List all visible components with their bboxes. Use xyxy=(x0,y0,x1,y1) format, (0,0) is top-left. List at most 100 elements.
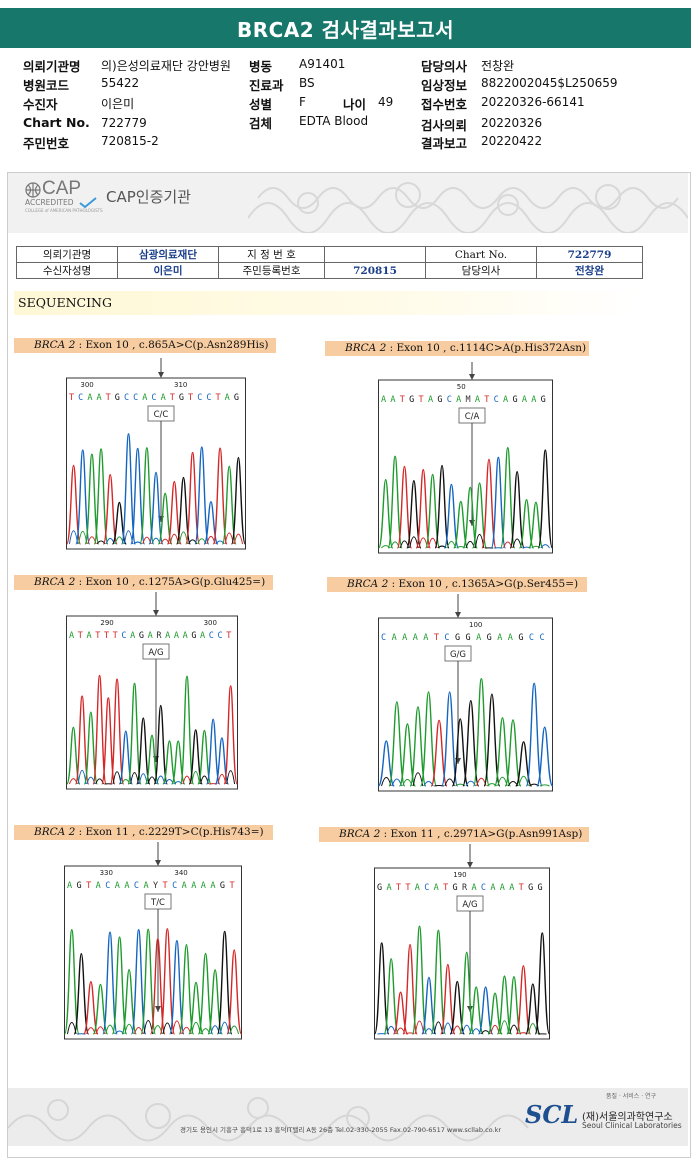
base-call-letter: A xyxy=(390,395,395,405)
base-call-letter: A xyxy=(392,633,397,643)
base-call-letter: T xyxy=(104,631,109,641)
base-call-letter: T xyxy=(69,393,74,403)
base-call-letter: A xyxy=(96,393,101,403)
base-call-letter: C xyxy=(444,633,449,643)
base-call-letter: T xyxy=(106,393,111,403)
base-call-letter: G xyxy=(179,393,184,403)
base-call-letter: A xyxy=(142,393,147,403)
trace-peak xyxy=(462,699,480,787)
base-call-letter: G xyxy=(518,633,523,643)
mutation-label: BRCA 2 : Exon 10 , c.1114C>A(p.His372Asn… xyxy=(325,341,589,356)
label-sex: 성별 xyxy=(249,97,273,112)
mutation-label: BRCA 2 : Exon 10 , c.865A>C(p.Asn289His) xyxy=(14,338,276,353)
base-call-letter: G xyxy=(453,883,458,893)
value-specimen: EDTA Blood xyxy=(299,114,369,128)
position-tick-label: 300 xyxy=(204,619,217,627)
genotype-call: C/A xyxy=(465,412,480,422)
base-call-letter: C xyxy=(78,393,83,403)
base-call-letter: G xyxy=(139,631,144,641)
trace-peak xyxy=(83,981,99,1035)
chromatogram-svg: 50A A T G T A G C A M A T C A G A A GC/A xyxy=(378,362,553,554)
table-value: 전창완 xyxy=(536,262,643,279)
value-patient: 이은미 xyxy=(101,97,135,111)
trace-noise xyxy=(226,770,236,785)
trace-peak xyxy=(74,695,90,785)
value-ward: A91401 xyxy=(299,57,346,71)
base-call-letter: A xyxy=(456,395,461,405)
base-call-letter: C xyxy=(133,393,138,403)
base-call-letter: A xyxy=(381,395,386,405)
trace-peak xyxy=(500,446,516,549)
trace-peak xyxy=(109,678,125,785)
trace-peak xyxy=(506,975,522,1035)
trace-peak xyxy=(102,931,118,1035)
mutation-label: BRCA 2 : Exon 10 , c.1365A>G(p.Ser455=) xyxy=(327,577,587,592)
trace-peak xyxy=(458,951,475,1035)
trace-noise xyxy=(173,781,183,785)
trace-peak xyxy=(93,448,109,545)
trace-peak xyxy=(525,682,543,787)
trace-peak xyxy=(490,456,507,549)
base-call-letter: A xyxy=(428,395,433,405)
base-call-letter: A xyxy=(201,881,206,891)
variant-desc: : Exon 11 , c.2229T>C(p.His743=) xyxy=(75,826,264,838)
base-call-letter: T xyxy=(163,881,168,891)
base-call-letter: A xyxy=(225,393,230,403)
base-call-letter: A xyxy=(413,633,418,643)
trace-peak xyxy=(451,718,469,787)
position-tick-label: 330 xyxy=(100,869,113,877)
base-call-letter: A xyxy=(423,633,428,643)
trace-peak xyxy=(396,465,413,549)
gene-name: BRCA 2 xyxy=(345,342,387,354)
trace-peak xyxy=(179,675,195,785)
base-call-letter: A xyxy=(434,883,439,893)
trace-peak xyxy=(430,719,448,787)
trace-peak xyxy=(434,464,450,549)
position-tick-label: 340 xyxy=(174,869,187,877)
base-call-letter: T xyxy=(405,883,410,893)
base-call-letter: T xyxy=(396,883,401,893)
trace-peak xyxy=(230,456,246,545)
table-value: 720815 xyxy=(324,262,426,279)
trace-peak xyxy=(534,932,550,1035)
label-specimen: 검체 xyxy=(249,116,273,131)
trace-noise xyxy=(540,544,550,549)
base-call-letter: A xyxy=(415,883,420,893)
trace-peak xyxy=(84,453,100,545)
base-call-letter: A xyxy=(497,633,502,643)
checkmark-icon xyxy=(78,194,98,209)
base-call-letter: C xyxy=(494,395,499,405)
trace-noise xyxy=(455,783,466,787)
cap-logo-text: CAP xyxy=(42,178,82,199)
table-value: 삼광의료재단 xyxy=(117,246,219,263)
trace-peak xyxy=(441,691,459,787)
trace-peak xyxy=(481,458,497,549)
report-title: BRCA2 검사결과보고서 xyxy=(237,17,454,42)
table-value xyxy=(324,246,426,263)
base-call-letter: T xyxy=(95,631,100,641)
trace-noise xyxy=(381,545,391,549)
base-call-letter: G xyxy=(409,395,414,405)
cap-certified-label: CAP인증기관 xyxy=(106,188,191,206)
label-department: 진료과 xyxy=(249,78,284,93)
value-institution: 의)은성의료재단 강안병원 xyxy=(101,59,231,73)
base-call-letter: R xyxy=(156,631,162,641)
value-sex: F xyxy=(299,95,306,109)
base-call-letter: A xyxy=(161,393,166,403)
gene-name: BRCA 2 xyxy=(34,339,76,351)
trace-peak xyxy=(378,479,394,549)
sequencing-header-band: SEQUENCING xyxy=(14,291,640,315)
base-call-letter: G xyxy=(487,633,492,643)
trace-peak xyxy=(92,674,107,785)
scl-logo: SCL xyxy=(525,1100,579,1129)
base-call-letter: A xyxy=(96,881,101,891)
cap-globe-icon xyxy=(22,181,44,199)
gene-name: BRCA 2 xyxy=(339,828,381,840)
position-tick-label: 50 xyxy=(457,383,466,391)
chromatogram-panel: 290 300 A T A T T T C A G A R A A A G A C C T A/G xyxy=(66,592,238,790)
base-call-letter: A xyxy=(210,881,215,891)
base-call-letter: G xyxy=(528,883,533,893)
